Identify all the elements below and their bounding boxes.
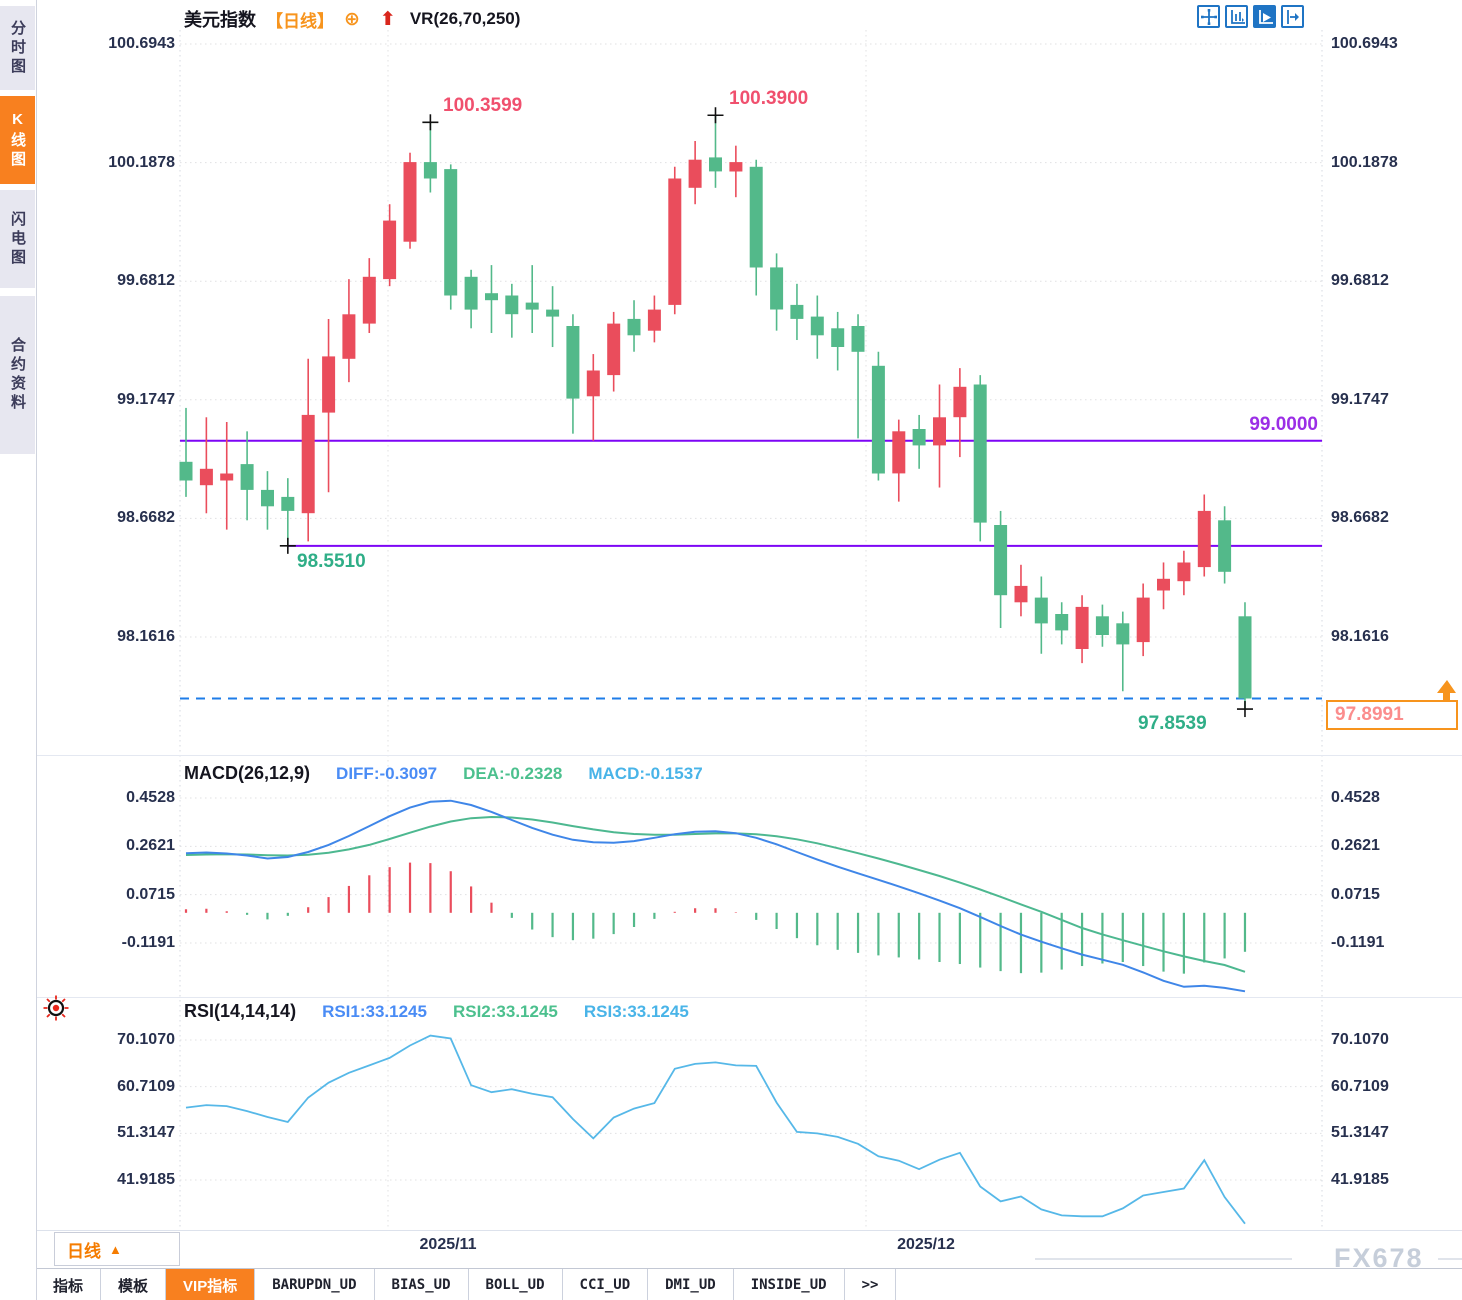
rsi-axis-label-left: 70.1070 — [117, 1031, 175, 1048]
crosshair-move-icon[interactable] — [1197, 5, 1220, 28]
x-axis-label: 2025/12 — [897, 1236, 955, 1253]
last-price-value: 97.8991 — [1335, 704, 1404, 725]
vr-indicator-label: VR(26,70,250) — [409, 9, 521, 28]
macd-axis-label-left: 0.0715 — [126, 885, 175, 903]
macd-axis-label-left: 0.4528 — [126, 789, 175, 806]
macd-axis-label-right: 0.4528 — [1331, 789, 1380, 806]
swing-low-label-1: 98.5510 — [297, 551, 366, 572]
period-selector[interactable]: 日线 ▲ — [54, 1232, 180, 1266]
jump-to-latest-icon[interactable] — [1281, 5, 1304, 28]
rsi-axis-label-right: 41.9185 — [1331, 1171, 1389, 1188]
macd-axis-label-right: 0.2621 — [1331, 837, 1380, 855]
macd-axis-label-right: -0.1191 — [1331, 934, 1385, 951]
axis-scale-icon[interactable] — [1225, 5, 1248, 28]
macd-title[interactable]: MACD(26,12,9) — [184, 763, 311, 783]
up-arrow-icon: ⬆ — [379, 8, 396, 30]
swing-high-label-1: 100.3599 — [443, 95, 523, 116]
watermark-line — [1035, 1258, 1292, 1260]
sidebar-item-label: K线图 — [9, 110, 26, 170]
price-axis-label-left: 99.6812 — [117, 272, 175, 290]
bottom-tab-boll[interactable]: BOLL_UD — [469, 1269, 563, 1300]
macd-diff-value: DIFF:-0.3097 — [336, 764, 438, 783]
price-axis-label-right: 99.1747 — [1331, 390, 1389, 408]
sidebar-item-lightning[interactable]: 闪电图 — [0, 190, 35, 288]
rsi-axis-label-right: 70.1070 — [1331, 1031, 1389, 1048]
sidebar-item-contract-info[interactable]: 合约资料 — [0, 296, 35, 454]
panel-divider[interactable] — [36, 997, 1462, 998]
bottom-tab-cci[interactable]: CCI_UD — [563, 1269, 649, 1300]
rsi-axis-label-left: 51.3147 — [117, 1124, 175, 1142]
sidebar-item-label: 闪电图 — [9, 210, 26, 268]
symbol-title: 美元指数 — [184, 10, 256, 30]
bottom-tab-barupdn[interactable]: BARUPDN_UD — [255, 1269, 375, 1300]
price-axis-label-left: 100.6943 — [108, 35, 175, 52]
triangle-up-icon: ▲ — [109, 1241, 122, 1257]
rsi3-value: RSI3:33.1245 — [583, 1002, 689, 1021]
price-axis-label-right: 98.1616 — [1331, 628, 1389, 645]
price-axis-label-left: 100.1878 — [108, 153, 175, 171]
period-selector-label: 日线 — [67, 1241, 101, 1261]
rsi-axis-label-right: 51.3147 — [1331, 1124, 1389, 1142]
bottom-tab-more[interactable]: >> — [845, 1269, 897, 1300]
bottom-tab-indicators[interactable]: 指标 — [36, 1269, 102, 1300]
macd-header: MACD(26,12,9) DIFF:-0.3097 DEA:-0.2328 M… — [184, 763, 703, 784]
add-indicator-icon[interactable]: ⊕ — [344, 8, 360, 30]
price-axis-label-left: 98.6682 — [117, 509, 175, 527]
price-axis-label-right: 100.6943 — [1331, 35, 1398, 52]
chart-header: 美元指数 【日线】 ⊕ ⬆ VR(26,70,250) — [184, 6, 520, 32]
rsi-title[interactable]: RSI(14,14,14) — [184, 1001, 297, 1021]
bottom-tab-inside[interactable]: INSIDE_UD — [734, 1269, 845, 1300]
price-axis-label-left: 98.1616 — [117, 628, 175, 645]
chart-toolbar — [1197, 5, 1304, 28]
rsi-header: RSI(14,14,14) RSI1:33.1245 RSI2:33.1245 … — [184, 1001, 689, 1022]
bottom-tab-bar: 指标 模板 VIP指标 BARUPDN_UD BIAS_UD BOLL_UD CCI_UD D… — [36, 1268, 1462, 1300]
watermark-line — [1438, 1258, 1462, 1260]
playback-icon[interactable] — [1253, 5, 1276, 28]
sun-marker-icon[interactable] — [42, 994, 70, 1027]
horizontal-line-label: 99.0000 — [1249, 414, 1318, 435]
left-sidebar: 分时图 K线图 闪电图 合约资料 — [0, 0, 37, 1300]
rsi1-value: RSI1:33.1245 — [322, 1002, 427, 1021]
rsi-axis-label-left: 41.9185 — [117, 1171, 175, 1188]
last-price-box[interactable]: 97.8991 — [1326, 700, 1458, 730]
macd-dea-value: DEA:-0.2328 — [463, 764, 563, 783]
bottom-tab-dmi[interactable]: DMI_UD — [648, 1269, 734, 1300]
sidebar-item-timeshare[interactable]: 分时图 — [0, 6, 35, 90]
price-axis-label-right: 99.6812 — [1331, 272, 1389, 290]
bottom-tab-vip-indicators[interactable]: VIP指标 — [166, 1269, 256, 1300]
sidebar-item-kline[interactable]: K线图 — [0, 96, 35, 184]
bottom-tab-bias[interactable]: BIAS_UD — [375, 1269, 469, 1300]
sidebar-item-label: 合约资料 — [9, 337, 26, 413]
macd-macd-value: MACD:-0.1537 — [588, 764, 703, 783]
period-tag[interactable]: 【日线】 — [266, 11, 334, 31]
swing-high-label-2: 100.3900 — [729, 88, 809, 109]
swing-low-label-2: 97.8539 — [1138, 713, 1207, 734]
macd-axis-label-left: 0.2621 — [126, 837, 175, 855]
panel-divider[interactable] — [36, 755, 1462, 756]
macd-axis-label-left: -0.1191 — [121, 934, 175, 951]
price-axis-label-left: 99.1747 — [117, 390, 175, 408]
x-axis-label: 2025/11 — [419, 1236, 477, 1253]
price-axis-label-right: 98.6682 — [1331, 509, 1389, 527]
bottom-tab-templates[interactable]: 模板 — [101, 1269, 167, 1300]
rsi2-value: RSI2:33.1245 — [452, 1002, 558, 1021]
rsi-axis-label-left: 60.7109 — [117, 1077, 175, 1095]
macd-axis-label-right: 0.0715 — [1331, 885, 1380, 903]
price-axis-label-right: 100.1878 — [1331, 153, 1398, 171]
rsi-axis-label-right: 60.7109 — [1331, 1077, 1389, 1095]
sidebar-item-label: 分时图 — [9, 19, 26, 77]
x-axis-row — [36, 1230, 1462, 1269]
